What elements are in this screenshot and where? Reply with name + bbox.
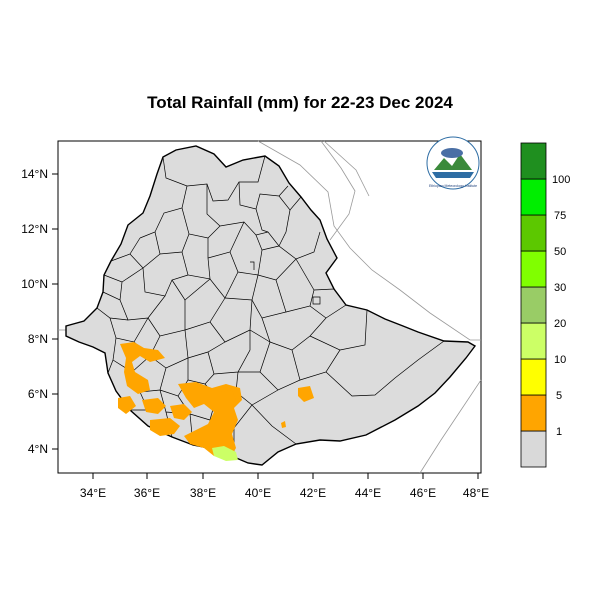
- colorbar-box-20-30: [520, 286, 547, 324]
- colorbar-label: 1: [556, 426, 562, 438]
- colorbar-box-5-10: [520, 358, 547, 396]
- y-tick-label: 12°N: [21, 222, 48, 236]
- y-tick-label: 6°N: [28, 387, 48, 401]
- neighbour-borders: [58, 140, 482, 474]
- colorbar-label: 10: [554, 354, 566, 366]
- x-tick-label: 42°E: [300, 486, 326, 500]
- x-tick-label: 44°E: [355, 486, 381, 500]
- x-tick-label: 36°E: [134, 486, 160, 500]
- rainfall-high-patch: [212, 446, 238, 461]
- ethiopia-outline: [65, 145, 477, 466]
- meteorology-institute-logo: Ethiopian Meteorology Institute: [426, 136, 480, 190]
- y-tick-label: 8°N: [28, 332, 48, 346]
- y-tick-label: 4°N: [28, 442, 48, 456]
- colorbar-box-30-50: [520, 250, 547, 288]
- x-tick-label: 48°E: [463, 486, 489, 500]
- logo-caption: Ethiopian Meteorology Institute: [429, 184, 477, 188]
- x-tick-label: 38°E: [190, 486, 216, 500]
- y-tick-label: 14°N: [21, 167, 48, 181]
- x-tick-label: 34°E: [80, 486, 106, 500]
- colorbar-label: 30: [554, 282, 566, 294]
- colorbar-box-below-1: [520, 430, 547, 468]
- colorbar: 1 5 10 20 30 50 75 100: [520, 142, 570, 468]
- colorbar-box-1-5: [520, 394, 547, 432]
- y-tick-label: 10°N: [21, 277, 48, 291]
- colorbar-label: 20: [554, 318, 566, 330]
- map-title: Total Rainfall (mm) for 22-23 Dec 2024: [147, 93, 453, 112]
- colorbar-box-above-100: [520, 142, 547, 180]
- x-tick-label: 46°E: [410, 486, 436, 500]
- zone-boundaries: [96, 155, 445, 457]
- rainfall-shading: [118, 342, 314, 458]
- colorbar-label: 100: [552, 174, 570, 186]
- colorbar-box-10-20: [520, 322, 547, 360]
- colorbar-label: 50: [554, 246, 566, 258]
- colorbar-box-50-75: [520, 214, 547, 252]
- colorbar-label: 75: [554, 210, 566, 222]
- colorbar-label: 5: [556, 390, 562, 402]
- x-tick-label: 40°E: [245, 486, 271, 500]
- colorbar-box-75-100: [520, 178, 547, 216]
- axis-ticks: [52, 173, 479, 479]
